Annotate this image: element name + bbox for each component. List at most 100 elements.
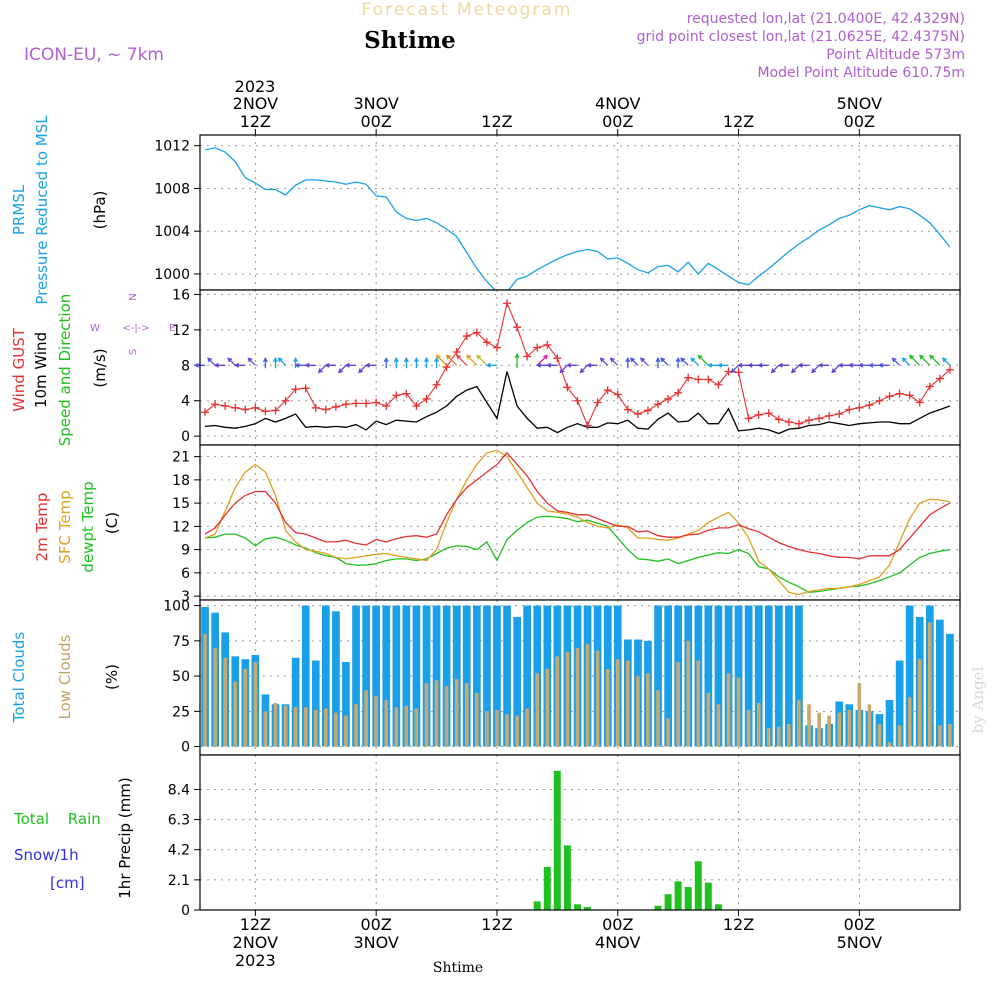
low-cloud-bar <box>797 700 801 747</box>
precip-ytick-label: 8.4 <box>168 782 190 798</box>
model-altitude: Model Point Altitude 610.75m <box>758 65 965 81</box>
low-cloud-bar <box>777 726 781 747</box>
low-cloud-bar <box>213 647 217 747</box>
low-cloud-bar <box>837 712 841 747</box>
gust-marker <box>855 403 864 412</box>
snow-units-label: [cm] <box>50 874 85 892</box>
wind-arrow <box>213 362 226 368</box>
low-cloud-bar <box>203 633 207 747</box>
rain-bar <box>674 881 682 910</box>
gust-marker <box>341 400 350 409</box>
top-day-label: 5NOV <box>837 94 882 113</box>
low-cloud-bar <box>716 704 721 747</box>
gust-marker <box>281 396 290 405</box>
total-cloud-bar <box>523 605 531 747</box>
total-cloud-bar <box>946 633 954 747</box>
low-cloud-bar <box>545 669 550 747</box>
gust-marker <box>402 389 411 398</box>
wind-arrow <box>338 364 347 374</box>
low-cloud-bar <box>334 712 338 747</box>
rain-bar <box>704 882 712 910</box>
wind-arrow <box>514 352 520 369</box>
clouds-ytick-label: 50 <box>172 669 190 685</box>
total-cloud-bar <box>342 662 350 747</box>
total-cloud-bar <box>473 605 481 747</box>
total-cloud-bar <box>402 605 411 747</box>
low-cloud-bar <box>928 622 932 747</box>
wind-arrow <box>273 356 278 369</box>
wind-arrow <box>304 362 316 368</box>
wind-ytick-label: 16 <box>172 287 190 303</box>
gust-marker <box>744 414 753 423</box>
total-rain-label: Total Rain <box>13 810 101 828</box>
wind-arrow <box>546 362 558 368</box>
temperature-labels: 2m Temp SFC Temp dewpt Temp (C) <box>33 481 121 572</box>
gust-marker <box>704 375 713 384</box>
gust-marker <box>492 343 501 352</box>
compass-rose: W <-|-> E N S <box>90 293 175 355</box>
clouds-ytick-label: 25 <box>172 704 190 720</box>
top-day-label: 4NOV <box>595 94 640 113</box>
low-cloud-bar <box>827 715 831 747</box>
wind-gust-label: Wind GUST <box>10 327 28 412</box>
gust-marker <box>714 380 723 389</box>
bottom-hour-label: 12Z <box>240 915 271 934</box>
wind-arrow <box>629 357 639 366</box>
total-cloud-bar <box>301 605 310 747</box>
bottom-hour-label: 12Z <box>723 915 754 934</box>
gust-marker <box>674 388 683 397</box>
wind-arrow <box>625 356 631 369</box>
gust-marker <box>885 392 894 401</box>
wind-arrow <box>675 356 681 369</box>
total-cloud-bar <box>764 605 773 747</box>
wind-arrow <box>817 362 830 368</box>
clouds-ytick-label: 100 <box>163 599 190 615</box>
gust-marker <box>905 391 914 400</box>
gust-marker <box>764 409 773 418</box>
wind-arrow <box>566 362 578 368</box>
pressure-ytick-label: 1012 <box>154 139 190 155</box>
wind-arrow <box>908 354 921 366</box>
temp2m-label: 2m Temp <box>33 493 51 562</box>
clouds-units: (%) <box>103 664 121 690</box>
low-cloud-bar <box>948 724 952 747</box>
low-cloud-bar <box>404 705 409 747</box>
model-label: ICON-EU, ~ 7km <box>24 45 164 65</box>
wind-arrow <box>707 362 719 368</box>
gust-marker <box>311 403 320 412</box>
gust-marker <box>513 323 522 332</box>
wind-arrow <box>717 362 729 368</box>
low-cloud-bar <box>525 708 529 747</box>
precip-ytick-label: 0 <box>181 903 190 919</box>
rain-bar <box>553 770 561 910</box>
wind-labels: Wind GUST 10m Wind Speed and Direction (… <box>10 293 175 446</box>
low-cloud-bar <box>354 704 358 747</box>
low-cloud-bar <box>485 711 489 747</box>
footer-location: Shtime <box>433 960 483 976</box>
wind-arrow <box>929 354 941 366</box>
rain-bar <box>563 845 571 910</box>
low-cloud-bar <box>253 662 258 747</box>
low-cloud-bar <box>877 724 882 747</box>
bottom-day-label: 2NOV <box>233 933 278 952</box>
total-cloud-bar <box>936 619 944 747</box>
gust-marker <box>321 405 330 414</box>
wind-arrow <box>941 357 951 366</box>
gust-marker <box>684 373 693 382</box>
wind-arrow <box>247 357 256 366</box>
total-cloud-bar <box>392 605 401 747</box>
wind-arrow <box>919 354 931 366</box>
compass-w: W <box>90 323 100 334</box>
total-cloud-bar <box>905 605 914 747</box>
wind-arrow <box>456 354 468 366</box>
wind-arrow <box>424 356 429 369</box>
low-cloud-bar <box>303 707 308 747</box>
low-cloud-bar <box>676 662 680 747</box>
gust-marker <box>945 365 954 374</box>
low-cloud-bar <box>233 681 237 747</box>
low-cloud-bar <box>696 660 701 747</box>
prmsl-label: PRMSL <box>10 184 28 235</box>
wind-arrow <box>770 364 780 374</box>
pressure-ytick-label: 1004 <box>154 224 190 240</box>
wind-arrow <box>586 362 598 368</box>
